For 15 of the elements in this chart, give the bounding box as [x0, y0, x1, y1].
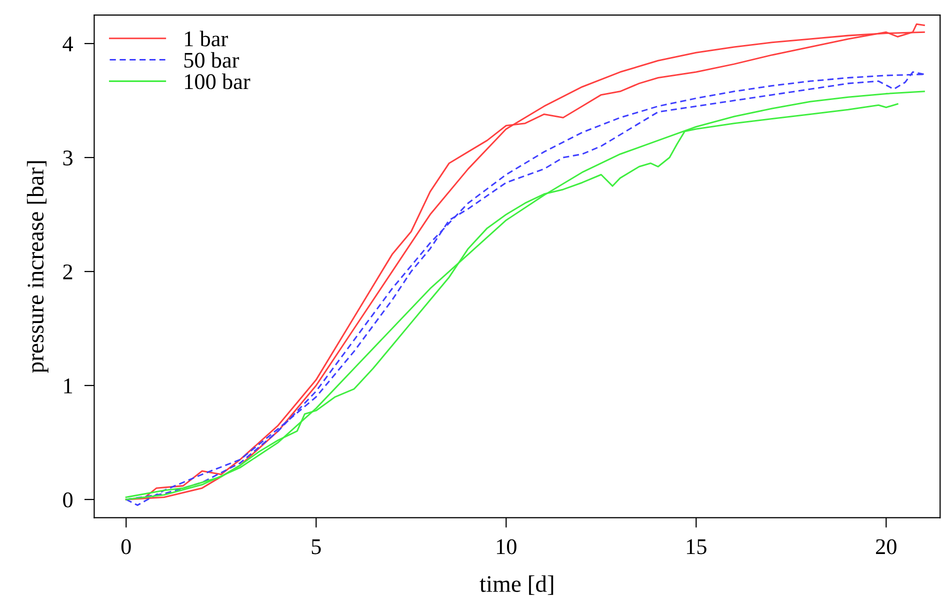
x-tick-label: 0	[121, 539, 131, 554]
x-axis-title: time [d]	[480, 575, 554, 595]
y-tick-label: 2	[63, 264, 72, 280]
y-tick-label: 1	[64, 378, 72, 394]
y-axis-title: pressure increase [bar]	[26, 161, 48, 373]
legend-label: 1 bar	[185, 30, 228, 46]
x-tick-label: 10	[496, 539, 516, 554]
y-tick-label: 4	[62, 36, 74, 52]
y-tick-label: 0	[63, 492, 73, 508]
y-tick-label: 3	[63, 150, 72, 166]
legend-label: 100 bar	[185, 74, 250, 90]
x-tick-label: 5	[312, 539, 321, 554]
x-tick-label: 20	[876, 539, 896, 554]
x-tick-label: 15	[686, 539, 706, 554]
legend-label: 50 bar	[184, 52, 240, 68]
